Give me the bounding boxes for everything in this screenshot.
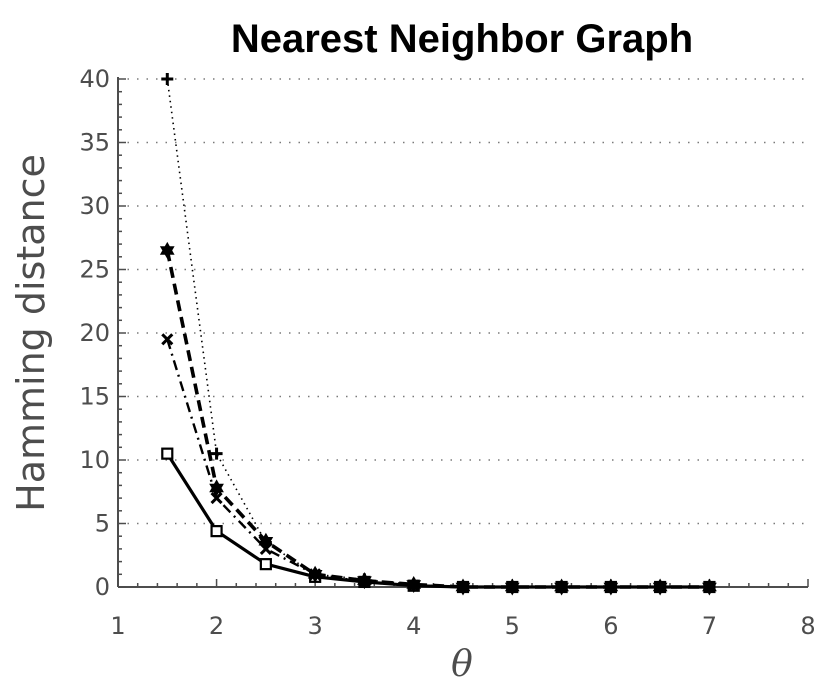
plus-marker [259, 536, 272, 549]
series-4-line [166, 78, 710, 588]
y-axis-label: Hamming distance [9, 154, 53, 512]
x-tick-label: 5 [505, 612, 520, 640]
plus-marker [457, 581, 469, 593]
gridlines [118, 78, 808, 525]
x-tick-label: 6 [603, 612, 618, 640]
square-marker [259, 558, 272, 571]
plus-marker [210, 447, 223, 460]
square-marker [161, 447, 174, 460]
x-axis-label: θ [451, 644, 473, 679]
square-marker [210, 525, 223, 538]
x-tick-label: 3 [308, 612, 323, 640]
hexagram-marker [159, 246, 175, 259]
y-tick-label: 5 [95, 510, 110, 538]
series-1 [161, 447, 716, 594]
plus-marker [654, 581, 667, 593]
plus-marker [506, 581, 519, 593]
series-3-line [165, 250, 710, 589]
y-tick-label: 15 [79, 383, 110, 411]
plus-marker [309, 568, 322, 581]
x-tick-label: 8 [800, 612, 815, 640]
series-4 [161, 73, 716, 593]
y-tick-label: 10 [79, 446, 110, 474]
x-tick-label: 7 [702, 612, 717, 640]
plus-marker [407, 578, 420, 591]
y-tick-label: 40 [79, 65, 110, 93]
y-tick-label: 35 [79, 129, 110, 157]
x-marker [161, 333, 174, 346]
y-tick-label: 0 [95, 573, 110, 601]
x-tick-label: 2 [209, 612, 224, 640]
series-2-line [166, 339, 710, 589]
y-tick-label: 20 [79, 319, 110, 347]
series-group [159, 73, 717, 596]
series-1-line [165, 452, 710, 589]
y-tick-label: 30 [79, 192, 110, 220]
x-marker [210, 492, 223, 505]
plus-marker [358, 573, 371, 586]
plus-marker [604, 581, 617, 593]
plus-marker [555, 581, 568, 593]
x-tick-label: 4 [406, 612, 421, 640]
chart-title: Nearest Neighbor Graph [231, 17, 693, 61]
plus-marker [161, 73, 174, 85]
x-tick-label: 1 [110, 612, 125, 640]
series-2 [161, 333, 716, 594]
series-3 [159, 241, 717, 596]
y-tick-label: 25 [79, 256, 110, 284]
hexagram-marker [209, 483, 224, 497]
plus-marker [703, 581, 716, 593]
